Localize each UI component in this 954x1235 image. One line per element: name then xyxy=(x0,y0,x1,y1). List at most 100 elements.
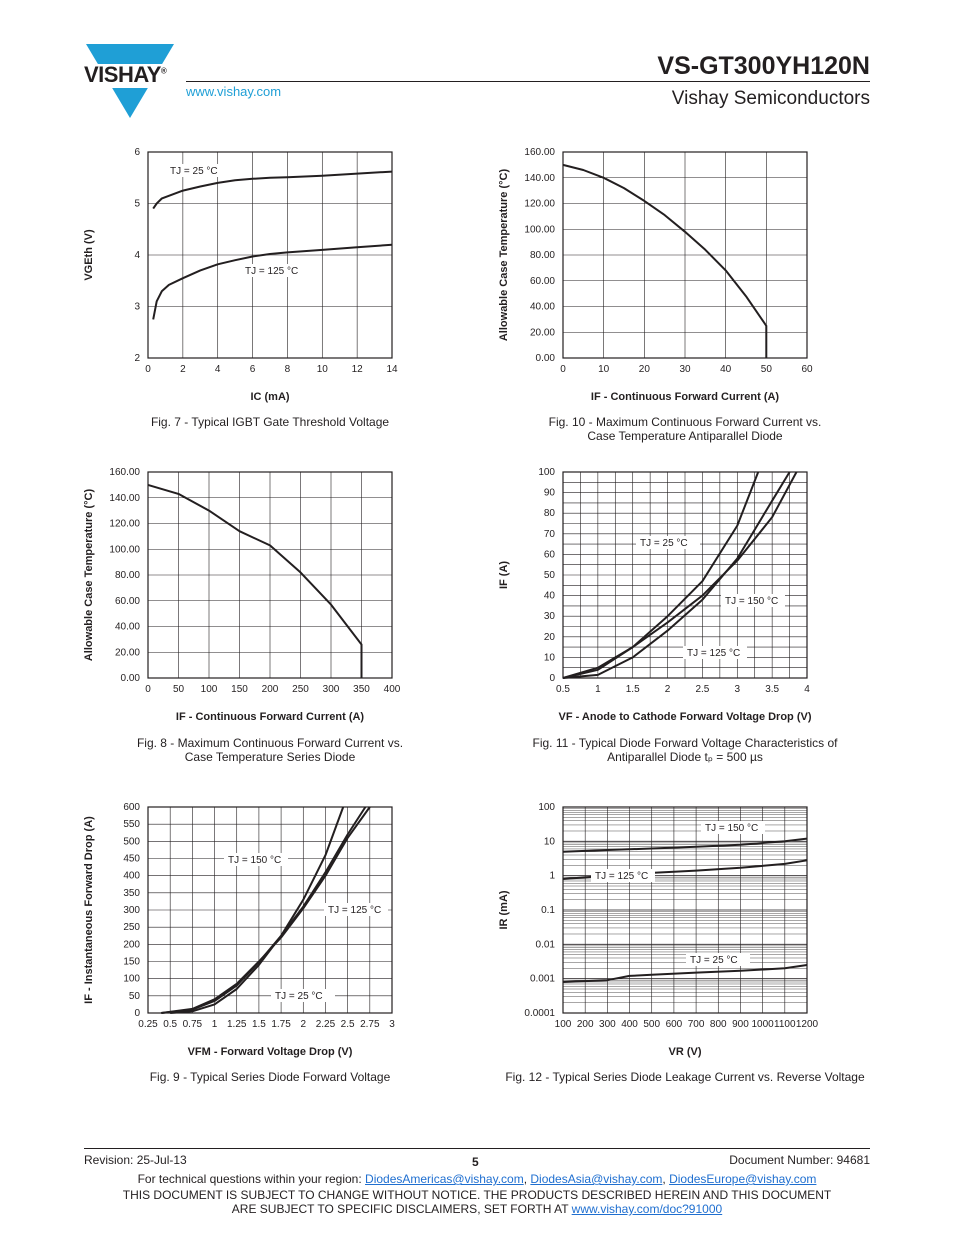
series-label: TJ = 150 °C xyxy=(725,596,778,607)
email-americas[interactable]: DiodesAmericas@vishay.com xyxy=(365,1172,524,1186)
y-tick-label: 20 xyxy=(544,632,556,643)
plot-frame xyxy=(562,806,808,1014)
series-line xyxy=(152,170,393,210)
x-tick-label: 0.75 xyxy=(183,1019,203,1030)
y-tick-label: 100 xyxy=(538,802,555,813)
email-europe[interactable]: DiodesEurope@vishay.com xyxy=(669,1172,817,1186)
x-tick-label: 1000 xyxy=(752,1019,775,1030)
plot-frame xyxy=(147,471,393,679)
series-label-bg xyxy=(241,264,305,277)
plot-frame xyxy=(147,806,393,1014)
series-line xyxy=(562,471,791,679)
y-tick-label: 60 xyxy=(544,549,556,560)
x-tick-label: 2 xyxy=(180,364,186,375)
x-tick-label: 3 xyxy=(389,1019,395,1030)
x-tick-label: 40 xyxy=(720,364,732,375)
part-number: VS-GT300YH120N xyxy=(657,52,870,80)
y-axis-label: IR (mA) xyxy=(498,890,510,929)
y-tick-label: 0 xyxy=(134,1008,140,1019)
y-tick-label: 140.00 xyxy=(524,173,555,184)
x-tick-label: 1.5 xyxy=(626,684,640,695)
x-tick-label: 700 xyxy=(688,1019,705,1030)
y-tick-label: 160.00 xyxy=(524,147,555,158)
x-tick-label: 0.5 xyxy=(163,1019,177,1030)
chart-fig11: 0.5 1 1.5 2 2.5 3 3.5 4 0 10 20 30 40 50 60 70 80 90 100 VF… xyxy=(495,460,825,735)
x-tick-label: 0 xyxy=(145,684,151,695)
plot-frame xyxy=(562,151,808,359)
y-tick-label: 20.00 xyxy=(115,647,140,658)
x-tick-label: 2.25 xyxy=(316,1019,336,1030)
x-tick-label: 0.25 xyxy=(138,1019,158,1030)
x-tick-label: 600 xyxy=(666,1019,683,1030)
x-tick-label: 1 xyxy=(595,684,601,695)
series-label-bg xyxy=(166,164,230,177)
series-line xyxy=(562,471,760,679)
x-tick-label: 14 xyxy=(386,364,398,375)
plot-frame xyxy=(147,151,393,359)
y-tick-label: 80.00 xyxy=(115,570,140,581)
x-tick-label: 250 xyxy=(292,684,309,695)
company-name: Vishay Semiconductors xyxy=(671,88,870,109)
series-line xyxy=(562,163,768,358)
x-tick-label: 300 xyxy=(599,1019,616,1030)
x-tick-label: 2.5 xyxy=(695,684,709,695)
y-tick-label: 6 xyxy=(134,147,140,158)
x-tick-label: 150 xyxy=(231,684,248,695)
x-axis-label: IC (mA) xyxy=(250,391,289,403)
x-tick-label: 1.25 xyxy=(227,1019,247,1030)
caption-fig11: Fig. 11 - Typical Diode Forward Voltage … xyxy=(532,736,838,764)
y-tick-label: 140.00 xyxy=(109,493,140,504)
y-tick-label: 0.001 xyxy=(530,974,555,985)
plot-frame xyxy=(562,471,808,679)
x-tick-label: 0 xyxy=(560,364,566,375)
footer-rule xyxy=(84,1148,870,1149)
header-url[interactable]: www.vishay.com xyxy=(186,84,282,99)
y-axis-label: Allowable Case Temperature (°C) xyxy=(83,489,95,662)
series-label-bg xyxy=(701,821,765,834)
x-tick-label: 50 xyxy=(173,684,185,695)
series-label: TJ = 125 °C xyxy=(595,871,648,882)
x-tick-label: 300 xyxy=(323,684,340,695)
y-tick-label: 400 xyxy=(123,871,140,882)
x-axis-label: IF - Continuous Forward Current (A) xyxy=(591,391,780,403)
x-tick-label: 500 xyxy=(643,1019,660,1030)
series-label-bg xyxy=(721,594,785,607)
x-tick-label: 100 xyxy=(201,684,218,695)
y-axis-label: IF - Instantaneous Forward Drop (A) xyxy=(83,816,95,1004)
y-tick-label: 0.1 xyxy=(541,905,555,916)
series-label-bg xyxy=(271,989,335,1002)
x-tick-label: 200 xyxy=(577,1019,594,1030)
header-rule xyxy=(186,81,870,82)
y-tick-label: 120.00 xyxy=(524,199,555,210)
y-tick-label: 40 xyxy=(544,591,556,602)
x-tick-label: 2.75 xyxy=(360,1019,380,1030)
x-tick-label: 1.75 xyxy=(271,1019,291,1030)
series-label-bg xyxy=(636,536,700,549)
page-number: 5 xyxy=(472,1155,479,1169)
contact-line: For technical questions within your regi… xyxy=(137,1172,817,1186)
series-label-bg xyxy=(324,903,388,916)
x-tick-label: 900 xyxy=(732,1019,749,1030)
chart-fig12: 100 200 300 400 500 600 700 800 900 1000 1100 1200 0… xyxy=(495,795,825,1070)
x-tick-label: 1200 xyxy=(796,1019,819,1030)
chart-fig10: 0 10 20 30 40 50 60 0.00 20.00 40.00 60.00 80.00 100… xyxy=(495,140,825,415)
chart-fig7: 0 2 4 6 8 10 12 14 2 3 4 5 6 IC (mA) VGEth (V) TJ = 25 … xyxy=(80,140,410,415)
y-tick-label: 350 xyxy=(123,888,140,899)
series-label-bg xyxy=(591,869,655,882)
x-tick-label: 10 xyxy=(598,364,610,375)
disclaimer-link[interactable]: www.vishay.com/doc?91000 xyxy=(571,1202,723,1216)
y-tick-label: 0.00 xyxy=(536,353,556,364)
y-tick-label: 80.00 xyxy=(530,250,555,261)
y-tick-label: 550 xyxy=(123,819,140,830)
x-tick-label: 1.5 xyxy=(252,1019,266,1030)
y-tick-label: 4 xyxy=(134,250,140,261)
x-tick-label: 20 xyxy=(639,364,651,375)
y-axis-label: VGEth (V) xyxy=(83,229,95,281)
series-label: TJ = 125 °C xyxy=(245,266,298,277)
x-tick-label: 400 xyxy=(621,1019,638,1030)
series-line xyxy=(147,483,363,678)
y-tick-label: 50 xyxy=(129,991,141,1002)
email-asia[interactable]: DiodesAsia@vishay.com xyxy=(530,1172,663,1186)
y-tick-label: 150 xyxy=(123,957,140,968)
x-tick-label: 4 xyxy=(804,684,810,695)
